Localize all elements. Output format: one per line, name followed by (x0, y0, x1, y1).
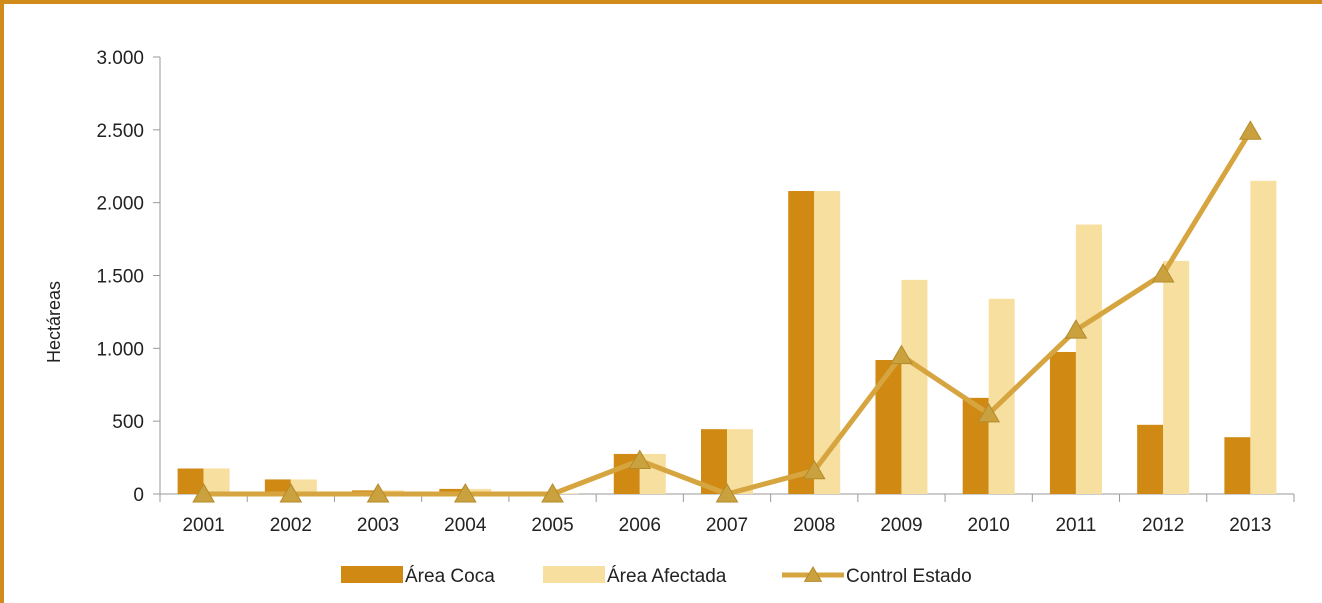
y-axis: 0 500 1.000 1.500 2.000 2.500 3.000 (96, 48, 161, 506)
bar-area-afectada (290, 479, 317, 494)
bar-area-afectada (1075, 224, 1102, 494)
x-tick-label: 2008 (793, 515, 835, 536)
y-axis-label: Hectáreas (44, 281, 64, 363)
bar-area-coca (875, 359, 902, 494)
control-estado-marker (279, 483, 303, 503)
control-estado-marker (628, 449, 652, 469)
bar-area-afectada (988, 298, 1015, 494)
x-tick-label: 2011 (1055, 515, 1096, 536)
bar-area-coca (439, 488, 466, 494)
bar-area-afectada (1163, 260, 1190, 494)
control-estado-marker (1239, 120, 1262, 140)
x-tick-label: 2004 (444, 515, 487, 536)
x-tick-label: 2010 (968, 515, 1010, 536)
bar-area-coca (1137, 424, 1164, 494)
bar-area-afectada (814, 191, 841, 494)
x-tick-label: 2001 (182, 515, 224, 536)
control-line (192, 120, 1262, 503)
x-tick-label: 2006 (619, 515, 661, 536)
legend-label-control-estado: Control Estado (846, 566, 972, 587)
bar-area-afectada (1250, 180, 1277, 495)
legend: Área Coca Área Afectada Control Estado (341, 566, 972, 587)
x-tick-label: 2005 (531, 515, 573, 536)
y-tick-label: 2.000 (96, 194, 144, 215)
bar-area-coca (264, 479, 291, 494)
control-estado-marker (366, 483, 390, 503)
legend-swatch-area-afectada (543, 566, 605, 583)
bar-area-afectada (203, 468, 230, 494)
control-estado-marker (192, 483, 215, 503)
y-tick-label: 0 (133, 485, 144, 506)
y-tick-label: 1.000 (96, 339, 144, 360)
bar-area-afectada (552, 493, 579, 494)
control-estado-marker (715, 483, 739, 503)
control-estado-marker (890, 344, 913, 365)
bar-area-coca (1224, 437, 1251, 494)
control-estado-marker (1064, 319, 1088, 339)
legend-marker-control-estado (803, 566, 823, 582)
x-tick-label: 2009 (880, 515, 922, 536)
control-estado-marker (453, 483, 477, 503)
y-tick-label: 3.000 (96, 48, 144, 69)
x-tick-label: 2012 (1142, 515, 1184, 536)
bar-area-afectada (465, 488, 492, 494)
legend-label-area-coca: Área Coca (405, 566, 495, 587)
y-tick-label: 2.500 (96, 121, 144, 142)
x-tick-label: 2003 (357, 515, 399, 536)
control-estado-marker (977, 402, 1001, 423)
bar-area-afectada (901, 279, 928, 494)
legend-label-area-afectada: Área Afectada (607, 566, 727, 587)
bar-area-coca (788, 191, 815, 494)
control-estado-marker (802, 459, 826, 480)
y-tick-label: 500 (112, 412, 144, 433)
legend-swatch-area-coca (341, 566, 403, 583)
y-tick-label: 1.500 (96, 267, 144, 288)
x-tick-label: 2007 (706, 515, 748, 536)
bar-area-coca (1049, 351, 1076, 494)
x-tick-label: 2002 (270, 515, 312, 536)
control-estado-marker (541, 483, 564, 503)
bar-area-afectada (727, 429, 753, 494)
x-axis: 2001 2002 2003 2004 2005 2006 2007 2008 2009 2010… (159, 493, 1295, 536)
bars (177, 180, 1277, 495)
x-tick-label: 2013 (1229, 515, 1271, 536)
control-estado-marker (1151, 263, 1175, 283)
bar-area-coca (177, 468, 204, 494)
